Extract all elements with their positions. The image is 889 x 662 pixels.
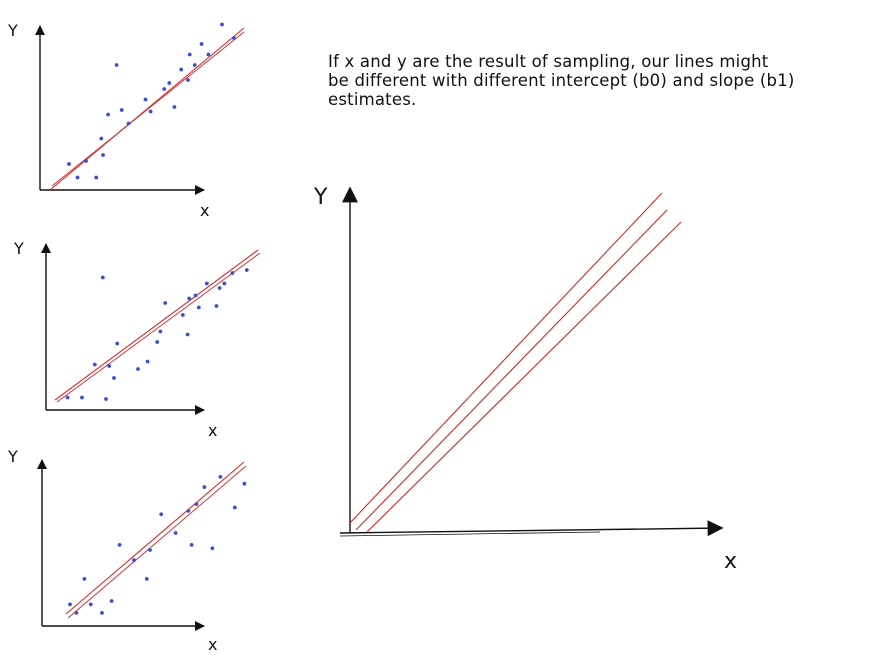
sample-points — [67, 22, 236, 180]
data-point — [119, 108, 124, 112]
data-point — [114, 63, 119, 67]
sample-line-3 — [366, 221, 682, 533]
data-point — [82, 577, 87, 581]
data-point — [100, 275, 105, 280]
data-point — [217, 286, 222, 290]
x-axis — [339, 520, 724, 537]
x-axis-label: x — [200, 201, 209, 220]
y-axis-label: Y — [13, 239, 24, 258]
data-point — [155, 340, 160, 344]
data-point — [84, 159, 88, 163]
data-point — [104, 397, 108, 401]
scatter-panel-3: Y x — [7, 447, 247, 654]
data-point — [180, 313, 185, 317]
data-point — [80, 395, 84, 400]
data-point — [192, 63, 197, 67]
note-line-2: be different with different intercept (b… — [328, 71, 795, 90]
data-point — [94, 175, 99, 180]
data-point — [230, 271, 235, 275]
data-point — [109, 599, 114, 603]
data-point — [196, 305, 201, 310]
data-point — [185, 332, 190, 337]
data-point — [222, 281, 227, 286]
sample-points — [68, 475, 247, 615]
explanation-note: If x and y are the result of sampling, o… — [328, 52, 873, 109]
data-point — [162, 87, 167, 91]
data-point — [187, 296, 192, 301]
regression-line — [54, 249, 259, 401]
data-point — [244, 268, 249, 272]
data-point — [218, 475, 223, 479]
data-point — [187, 52, 192, 57]
data-point — [214, 304, 219, 308]
note-line-3: estimates. — [328, 90, 417, 109]
regression-line — [65, 461, 245, 615]
data-point — [232, 36, 236, 40]
data-point — [148, 109, 153, 114]
data-point — [148, 548, 152, 552]
data-point — [115, 341, 120, 346]
data-point — [126, 121, 131, 126]
scatter-panel-1: Y x — [7, 21, 245, 220]
data-point — [143, 97, 148, 102]
data-point — [145, 359, 150, 364]
y-axis-label: Y — [7, 21, 18, 40]
data-point — [136, 367, 140, 371]
regression-line — [49, 27, 245, 191]
data-point — [99, 136, 104, 141]
data-point — [189, 543, 194, 547]
data-point — [172, 105, 177, 109]
data-point — [220, 22, 224, 27]
regression-line-trace — [56, 252, 261, 403]
note-line-1: If x and y are the result of sampling, o… — [328, 52, 769, 71]
data-point — [202, 485, 207, 489]
sample-points — [65, 268, 249, 401]
data-point — [242, 481, 247, 486]
data-point — [179, 67, 184, 72]
data-point — [107, 364, 112, 368]
y-axis-label: Y — [7, 447, 18, 466]
data-point — [204, 281, 209, 286]
regression-line-trace — [67, 465, 247, 619]
scatter-panel-2: Y x — [13, 239, 261, 440]
regression-line-trace — [51, 31, 245, 187]
data-point — [186, 78, 190, 82]
data-point — [163, 301, 168, 305]
data-point — [159, 512, 164, 517]
data-point — [75, 175, 80, 180]
data-point — [106, 112, 110, 117]
data-point — [101, 153, 105, 157]
data-point — [144, 577, 149, 581]
data-point — [67, 162, 71, 166]
data-point — [68, 602, 72, 607]
data-point — [232, 505, 237, 510]
data-point — [132, 558, 136, 563]
data-point — [199, 42, 204, 46]
x-axis-trace — [339, 531, 601, 537]
x-axis-label: x — [208, 421, 217, 440]
data-point — [65, 395, 70, 400]
sample-line-2 — [355, 209, 668, 531]
y-axis-label: Y — [313, 185, 328, 210]
combined-lines-panel: Y x — [313, 185, 737, 574]
data-point — [112, 376, 116, 380]
x-axis-label: x — [724, 549, 737, 574]
data-point — [117, 543, 122, 547]
data-point — [167, 81, 172, 85]
data-point — [193, 293, 198, 298]
data-point — [92, 362, 97, 367]
data-point — [100, 611, 104, 615]
data-point — [186, 509, 191, 513]
data-point — [74, 611, 79, 615]
data-point — [210, 546, 215, 551]
data-point — [206, 52, 211, 57]
sample-line-1 — [348, 192, 663, 525]
x-axis-label: x — [208, 635, 217, 654]
data-point — [173, 531, 178, 535]
data-point — [194, 502, 199, 506]
data-point — [88, 602, 93, 607]
data-point — [158, 329, 163, 334]
